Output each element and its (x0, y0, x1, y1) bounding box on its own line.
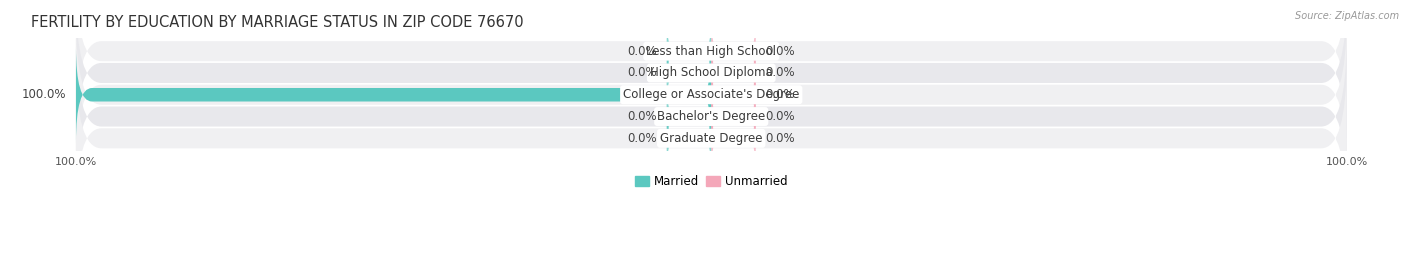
Text: 0.0%: 0.0% (765, 110, 794, 123)
FancyBboxPatch shape (666, 101, 711, 175)
FancyBboxPatch shape (666, 80, 711, 153)
FancyBboxPatch shape (76, 0, 1347, 150)
FancyBboxPatch shape (711, 58, 755, 132)
FancyBboxPatch shape (711, 101, 755, 175)
Text: College or Associate's Degree: College or Associate's Degree (623, 88, 800, 101)
FancyBboxPatch shape (76, 18, 1347, 172)
Text: 0.0%: 0.0% (627, 132, 657, 145)
FancyBboxPatch shape (76, 47, 711, 143)
Text: Less than High School: Less than High School (647, 45, 776, 58)
Text: 0.0%: 0.0% (765, 132, 794, 145)
FancyBboxPatch shape (711, 80, 755, 153)
FancyBboxPatch shape (666, 14, 711, 88)
FancyBboxPatch shape (76, 0, 1347, 128)
FancyBboxPatch shape (76, 40, 1347, 194)
Text: 0.0%: 0.0% (765, 66, 794, 79)
Text: 0.0%: 0.0% (765, 45, 794, 58)
Text: 0.0%: 0.0% (627, 66, 657, 79)
Text: Source: ZipAtlas.com: Source: ZipAtlas.com (1295, 11, 1399, 21)
Text: FERTILITY BY EDUCATION BY MARRIAGE STATUS IN ZIP CODE 76670: FERTILITY BY EDUCATION BY MARRIAGE STATU… (31, 15, 524, 30)
Text: 0.0%: 0.0% (627, 110, 657, 123)
Text: High School Diploma: High School Diploma (650, 66, 773, 79)
FancyBboxPatch shape (666, 36, 711, 110)
Text: Bachelor's Degree: Bachelor's Degree (657, 110, 765, 123)
Text: 100.0%: 100.0% (22, 88, 66, 101)
Text: Graduate Degree: Graduate Degree (659, 132, 762, 145)
Text: 0.0%: 0.0% (765, 88, 794, 101)
FancyBboxPatch shape (711, 14, 755, 88)
Text: 0.0%: 0.0% (627, 45, 657, 58)
Legend: Married, Unmarried: Married, Unmarried (630, 171, 793, 193)
FancyBboxPatch shape (711, 36, 755, 110)
FancyBboxPatch shape (76, 61, 1347, 215)
